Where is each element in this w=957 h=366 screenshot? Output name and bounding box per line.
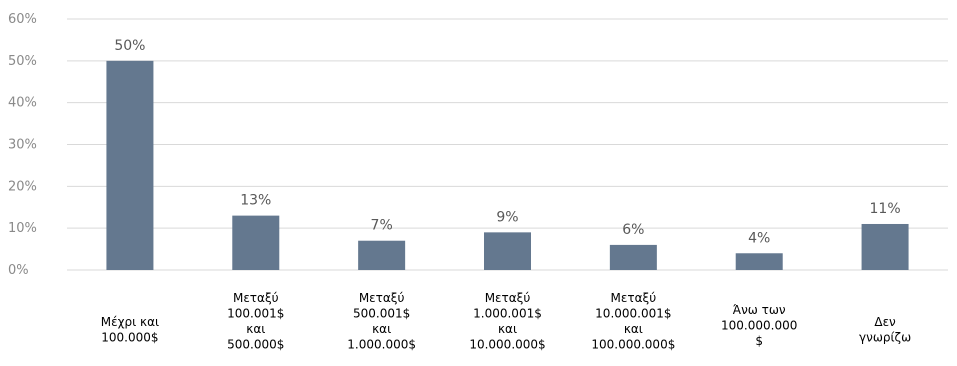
- bar: [232, 215, 280, 270]
- category-label-line: Μεταξύ: [611, 291, 657, 305]
- category-label-line: 10.000.001$: [595, 307, 671, 321]
- bar: [735, 253, 783, 270]
- y-tick-label: 0%: [8, 263, 29, 278]
- y-tick-label: 10%: [8, 221, 37, 236]
- category-label: Μεταξύ 500.001$ και 1.000.000$: [347, 291, 416, 352]
- y-tick-label: 20%: [8, 179, 37, 194]
- data-label: 4%: [748, 230, 770, 246]
- bar: [861, 223, 909, 270]
- x-axis: Μέχρι και 100.000$Μεταξύ 100.001$ και 500.00…: [101, 291, 911, 352]
- data-label: 9%: [496, 209, 518, 225]
- y-tick-label: 60%: [8, 12, 37, 27]
- category-label-line: 100.000.000$: [591, 338, 675, 352]
- category-label-line: Μεταξύ: [359, 291, 405, 305]
- data-label: 11%: [870, 201, 901, 217]
- category-label: Μέχρι και 100.000$: [101, 315, 159, 345]
- category-label: Μεταξύ 1.000.001$ και 10.000.000$: [469, 291, 545, 352]
- gridlines: [67, 18, 948, 271]
- data-label: 7%: [371, 218, 393, 234]
- category-label-line: 10.000.000$: [469, 338, 545, 352]
- category-label-line: Μεταξύ: [233, 291, 279, 305]
- y-tick-label: 50%: [8, 54, 37, 69]
- data-label: 50%: [114, 38, 145, 54]
- y-axis: 0% 10% 20% 30% 40% 50% 60%: [8, 12, 37, 278]
- category-label-line: Δεν: [874, 315, 896, 329]
- category-label: Μεταξύ 100.001$ και 500.000$: [227, 291, 284, 352]
- category-label-line: 100.000$: [101, 331, 158, 345]
- bar: [609, 244, 657, 270]
- category-label-line: Μέχρι και: [101, 315, 159, 329]
- category-label-line: $: [755, 334, 763, 348]
- category-label-line: 500.000$: [227, 338, 284, 352]
- category-label-line: 100.001$: [227, 307, 284, 321]
- data-label: 6%: [622, 222, 644, 238]
- category-label-line: και: [498, 322, 517, 336]
- category-label-line: Άνω των: [733, 303, 786, 317]
- category-label-line: και: [246, 322, 265, 336]
- category-label: Δεν γνωρίζω: [859, 315, 911, 345]
- bar: [106, 60, 154, 271]
- category-label-line: Μεταξύ: [485, 291, 531, 305]
- y-tick-label: 40%: [8, 96, 37, 111]
- category-label-line: και: [372, 322, 391, 336]
- category-label: Μεταξύ 10.000.001$ και 100.000.000$: [591, 291, 675, 352]
- y-tick-label: 30%: [8, 138, 37, 153]
- category-label-line: γνωρίζω: [859, 331, 911, 345]
- category-label: Άνω των 100.000.000 $: [721, 303, 797, 348]
- category-label-line: 100.000.000: [721, 319, 797, 333]
- bar: [358, 240, 406, 270]
- bar: [484, 232, 531, 270]
- category-label-line: και: [624, 322, 643, 336]
- category-label-line: 1.000.001$: [473, 307, 542, 321]
- category-label-line: 500.001$: [353, 307, 410, 321]
- data-labels: 50% 13% 7% 9% 6% 4% 11%: [114, 38, 900, 246]
- data-label: 13%: [240, 193, 271, 209]
- bars: [106, 60, 909, 271]
- category-label-line: 1.000.000$: [347, 338, 416, 352]
